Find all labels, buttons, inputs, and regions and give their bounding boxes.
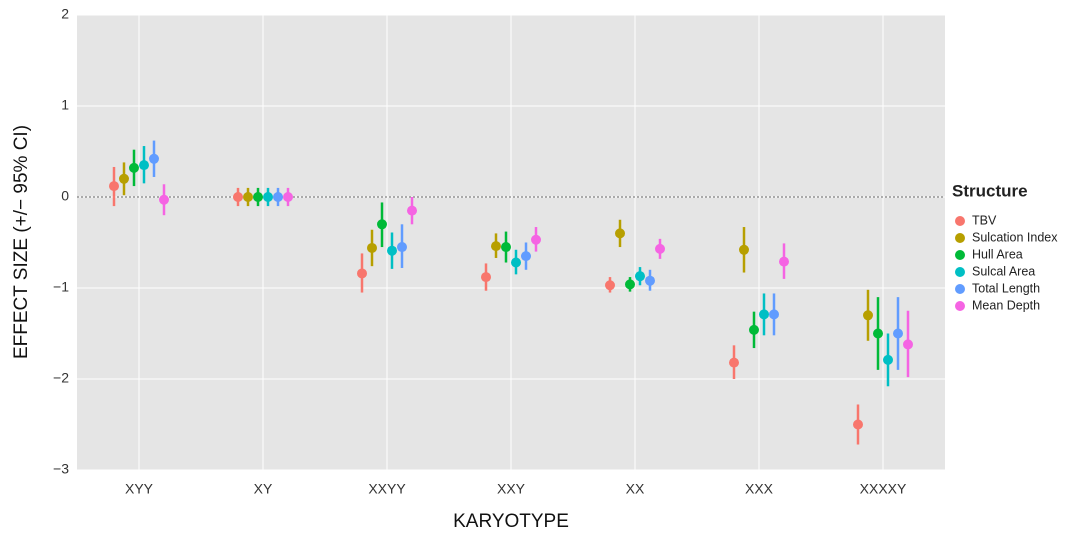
point xyxy=(263,192,273,202)
point xyxy=(273,192,283,202)
legend-label: Hull Area xyxy=(972,247,1023,261)
legend-swatch xyxy=(955,216,965,226)
point xyxy=(645,275,655,286)
point xyxy=(397,242,407,253)
legend-swatch xyxy=(955,233,965,243)
point xyxy=(873,328,883,339)
x-tick-label: XXX xyxy=(745,481,774,497)
point xyxy=(139,160,149,171)
point xyxy=(387,245,397,256)
y-tick-label: −2 xyxy=(53,370,69,386)
point xyxy=(109,181,119,192)
point xyxy=(253,192,263,202)
legend-swatch xyxy=(955,301,965,311)
point xyxy=(511,257,521,268)
point xyxy=(615,228,625,239)
point xyxy=(863,310,873,321)
point xyxy=(531,234,541,245)
point xyxy=(605,280,615,291)
point xyxy=(729,357,739,368)
point xyxy=(119,173,129,184)
x-tick-label: XX xyxy=(626,481,645,497)
point xyxy=(779,256,789,267)
x-axis-title: KARYOTYPE xyxy=(453,511,569,532)
point xyxy=(149,153,159,164)
y-tick-label: 0 xyxy=(61,188,69,204)
legend-label: Mean Depth xyxy=(972,298,1040,312)
point xyxy=(759,309,769,320)
legend-label: Sulcal Area xyxy=(972,264,1035,278)
legend-swatch xyxy=(955,267,965,277)
y-tick-label: 1 xyxy=(61,97,69,113)
x-tick-label: XY xyxy=(254,481,273,497)
point xyxy=(481,272,491,283)
point xyxy=(903,339,913,350)
point xyxy=(749,324,759,335)
point xyxy=(367,242,377,253)
point xyxy=(129,162,139,173)
y-tick-label: −3 xyxy=(53,461,69,477)
y-tick-label: 2 xyxy=(61,6,69,22)
legend-swatch xyxy=(955,250,965,260)
legend-title: Structure xyxy=(952,181,1028,200)
point xyxy=(233,192,243,202)
x-tick-label: XXXXY xyxy=(860,481,907,497)
point xyxy=(883,354,893,365)
legend-swatch xyxy=(955,284,965,294)
point xyxy=(407,205,417,216)
legend-label: Sulcation Index xyxy=(972,230,1058,244)
point xyxy=(853,419,863,430)
point xyxy=(491,241,501,252)
point xyxy=(893,328,903,339)
y-axis-title: EFFECT SIZE (+/− 95% CI) xyxy=(11,125,32,359)
x-tick-label: XXY xyxy=(497,481,526,497)
point xyxy=(357,268,367,279)
x-tick-label: XXYY xyxy=(368,481,406,497)
point xyxy=(655,243,665,254)
point xyxy=(521,251,531,262)
point xyxy=(243,192,253,202)
point xyxy=(501,242,511,253)
point xyxy=(159,194,169,205)
point xyxy=(625,279,635,290)
legend-label: TBV xyxy=(972,213,997,227)
point xyxy=(769,309,779,320)
y-tick-label: −1 xyxy=(53,279,69,295)
point xyxy=(635,271,645,282)
point xyxy=(283,192,293,202)
point xyxy=(377,219,387,230)
point xyxy=(739,244,749,255)
x-tick-label: XYY xyxy=(125,481,154,497)
legend-label: Total Length xyxy=(972,281,1040,295)
